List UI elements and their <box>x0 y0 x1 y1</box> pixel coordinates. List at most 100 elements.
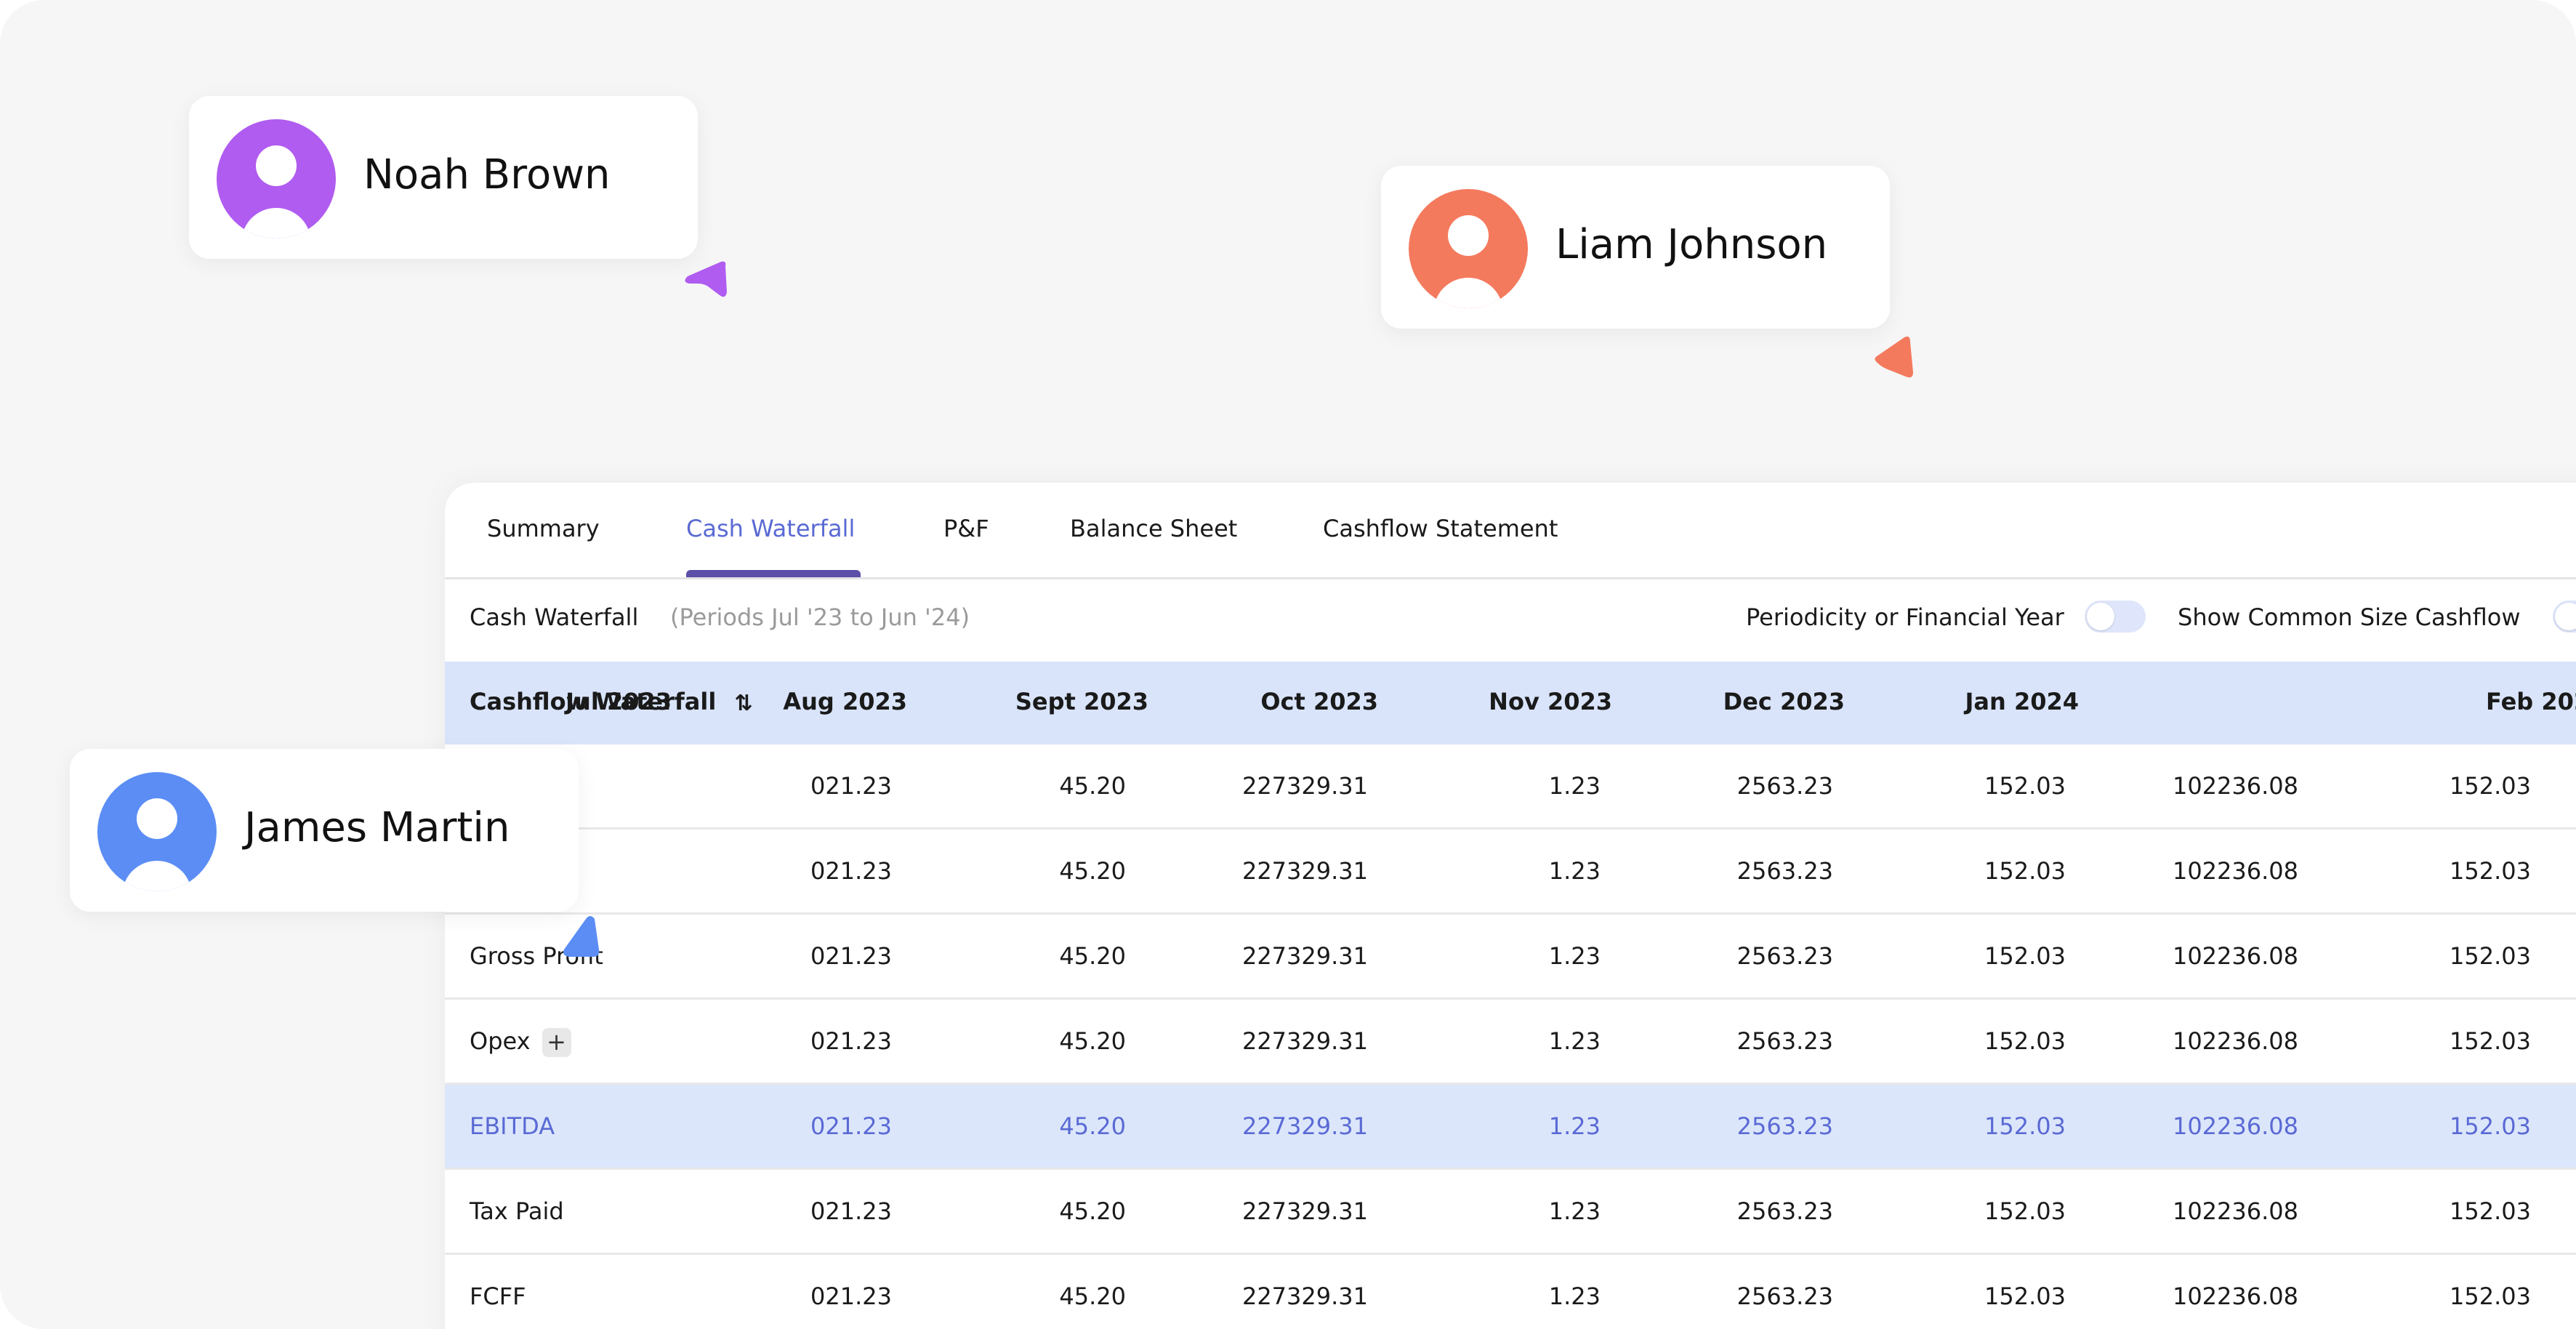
column-header-month: Feb 2024 <box>2486 688 2576 715</box>
table-cell-value: 021.23 <box>810 772 892 800</box>
avatar-body <box>122 861 192 891</box>
table-row[interactable]: EBITDA 021.23 45.20 227329.31 1.23 2563.23 152… <box>445 1085 2576 1170</box>
table-cell-value: 227329.31 <box>1241 857 1368 885</box>
column-header-cashflow-waterfall: Cashflow Waterfall ⇅ <box>470 688 753 716</box>
user-avatar-icon <box>1409 189 1528 308</box>
column-header-month: Oct 2023 <box>1260 688 1378 715</box>
tab-bar: Summary Cash Waterfall P&F Balance Sheet… <box>445 483 2576 579</box>
table-cell-value: 152.03 <box>2450 942 2531 970</box>
table-cell-value: 45.20 <box>1059 942 1126 970</box>
user-avatar-icon <box>217 119 336 238</box>
row-label-text: EBITDA <box>470 1112 555 1140</box>
tab-p-and-f[interactable]: P&F <box>943 515 989 542</box>
table-cell-value: 102236.08 <box>2172 1027 2298 1055</box>
row-label-text: FCFF <box>470 1282 526 1310</box>
table-cell-value: 227329.31 <box>1241 942 1368 970</box>
table-row[interactable]: 021.23 45.20 227329.31 1.23 2563.23 152.03 102… <box>445 744 2576 830</box>
table-cell-value: 152.03 <box>1984 772 2066 800</box>
common-size-toggle[interactable] <box>2553 601 2576 633</box>
table-cell-value: 45.20 <box>1059 1027 1126 1055</box>
cursor-pointer-icon <box>1875 336 1913 378</box>
table-cell-value: 1.23 <box>1548 772 1601 800</box>
toggle-knob <box>2555 603 2576 630</box>
table-cell-value: 152.03 <box>1984 1197 2066 1225</box>
table-row[interactable]: Opex +021.23 45.20 227329.31 1.23 2563.23 152.… <box>445 1000 2576 1085</box>
periodicity-toggle-label: Periodicity or Financial Year <box>1746 603 2064 631</box>
column-header-month: Jan 2024 <box>1965 688 2079 715</box>
period-range: (Periods Jul '23 to Jun '24) <box>670 603 970 631</box>
table-cell-value: 2563.23 <box>1736 942 1833 970</box>
expand-button[interactable]: + <box>542 1028 571 1057</box>
tab-cash-waterfall[interactable]: Cash Waterfall <box>686 515 856 542</box>
table-cell-value: 102236.08 <box>2172 942 2298 970</box>
table-cell-value: 152.03 <box>1984 1112 2066 1140</box>
table-cell-value: 1.23 <box>1548 1197 1601 1225</box>
table-cell-value: 45.20 <box>1059 772 1126 800</box>
table-cell-value: 227329.31 <box>1241 1197 1368 1225</box>
active-tab-indicator <box>686 570 861 577</box>
table-cell-value: 102236.08 <box>2172 1282 2298 1310</box>
table-cell-value: 227329.31 <box>1241 1282 1368 1310</box>
table-cell-value: 152.03 <box>1984 1027 2066 1055</box>
user-card-liam-johnson: Liam Johnson <box>1381 166 1890 329</box>
table-cell-value: 021.23 <box>810 1197 892 1225</box>
table-cell-value: 1.23 <box>1548 1112 1601 1140</box>
table-header: Cashflow Waterfall ⇅ Jul 2023 Aug 2023 S… <box>445 662 2576 744</box>
column-header-month: Aug 2023 <box>783 688 907 715</box>
cursor-pointer-icon <box>685 261 727 297</box>
table-cell-value: 1.23 <box>1548 1282 1601 1310</box>
avatar-head <box>256 145 297 186</box>
user-avatar-icon <box>97 772 217 891</box>
table-cell-value: 1.23 <box>1548 1027 1601 1055</box>
section-title: Cash Waterfall <box>470 603 639 631</box>
table-row[interactable]: Tax Paid 021.23 45.20 227329.31 1.23 2563.23 1… <box>445 1170 2576 1255</box>
table-cell-value: 152.03 <box>2450 1027 2531 1055</box>
table-cell-value: 152.03 <box>1984 857 2066 885</box>
table-cell-value: 102236.08 <box>2172 857 2298 885</box>
common-size-toggle-label: Show Common Size Cashflow <box>2178 603 2521 631</box>
tab-cashflow-statement[interactable]: Cashflow Statement <box>1323 515 1558 542</box>
toggle-knob <box>2087 603 2114 630</box>
table-row[interactable]: Gross Profit 021.23 45.20 227329.31 1.23 2563… <box>445 915 2576 1000</box>
column-header-month: Jul 2023 <box>565 688 672 715</box>
avatar-head <box>137 798 177 839</box>
row-label: FCFF <box>470 1282 526 1310</box>
tab-balance-sheet[interactable]: Balance Sheet <box>1070 515 1238 542</box>
avatar-head <box>1448 215 1489 256</box>
table-cell-value: 021.23 <box>810 1112 892 1140</box>
periodicity-toggle[interactable] <box>2085 601 2146 633</box>
sort-icon[interactable]: ⇅ <box>734 690 753 716</box>
table-cell-value: 152.03 <box>1984 942 2066 970</box>
column-header-label: Cashflow Waterfall <box>470 688 717 715</box>
table-cell-value: 45.20 <box>1059 1282 1126 1310</box>
table-cell-value: 45.20 <box>1059 857 1126 885</box>
tab-summary[interactable]: Summary <box>487 515 600 542</box>
column-header-month: Sept 2023 <box>1015 688 1148 715</box>
table-cell-value: 2563.23 <box>1736 1112 1833 1140</box>
table-cell-value: 021.23 <box>810 942 892 970</box>
table-cell-value: 227329.31 <box>1241 772 1368 800</box>
table-cell-value: 102236.08 <box>2172 1112 2298 1140</box>
table-cell-value: 2563.23 <box>1736 1282 1833 1310</box>
table-cell-value: 152.03 <box>2450 857 2531 885</box>
table-cell-value: 1.23 <box>1548 857 1601 885</box>
row-label: Tax Paid <box>470 1197 564 1225</box>
table-cell-value: 102236.08 <box>2172 772 2298 800</box>
table-cell-value: 2563.23 <box>1736 772 1833 800</box>
user-card-james-martin: James Martin <box>70 749 579 912</box>
row-label: EBITDA <box>470 1112 555 1140</box>
table-cell-value: 2563.23 <box>1736 857 1833 885</box>
cash-waterfall-panel: Summary Cash Waterfall P&F Balance Sheet… <box>445 483 2576 1329</box>
table-cell-value: 45.20 <box>1059 1197 1126 1225</box>
table-cell-value: 45.20 <box>1059 1112 1126 1140</box>
table-cell-value: 021.23 <box>810 1027 892 1055</box>
table-cell-value: 152.03 <box>2450 1282 2531 1310</box>
table-row[interactable]: 021.23 45.20 227329.31 1.23 2563.23 152.03 102… <box>445 830 2576 915</box>
row-label-text: Tax Paid <box>470 1197 564 1225</box>
table-cell-value: 1.23 <box>1548 942 1601 970</box>
user-name: Liam Johnson <box>1555 221 1828 268</box>
table-cell-value: 152.03 <box>2450 772 2531 800</box>
column-header-month: Nov 2023 <box>1489 688 1612 715</box>
cursor-pointer-icon <box>563 916 600 957</box>
table-row[interactable]: FCFF 021.23 45.20 227329.31 1.23 2563.23 152.0… <box>445 1255 2576 1329</box>
